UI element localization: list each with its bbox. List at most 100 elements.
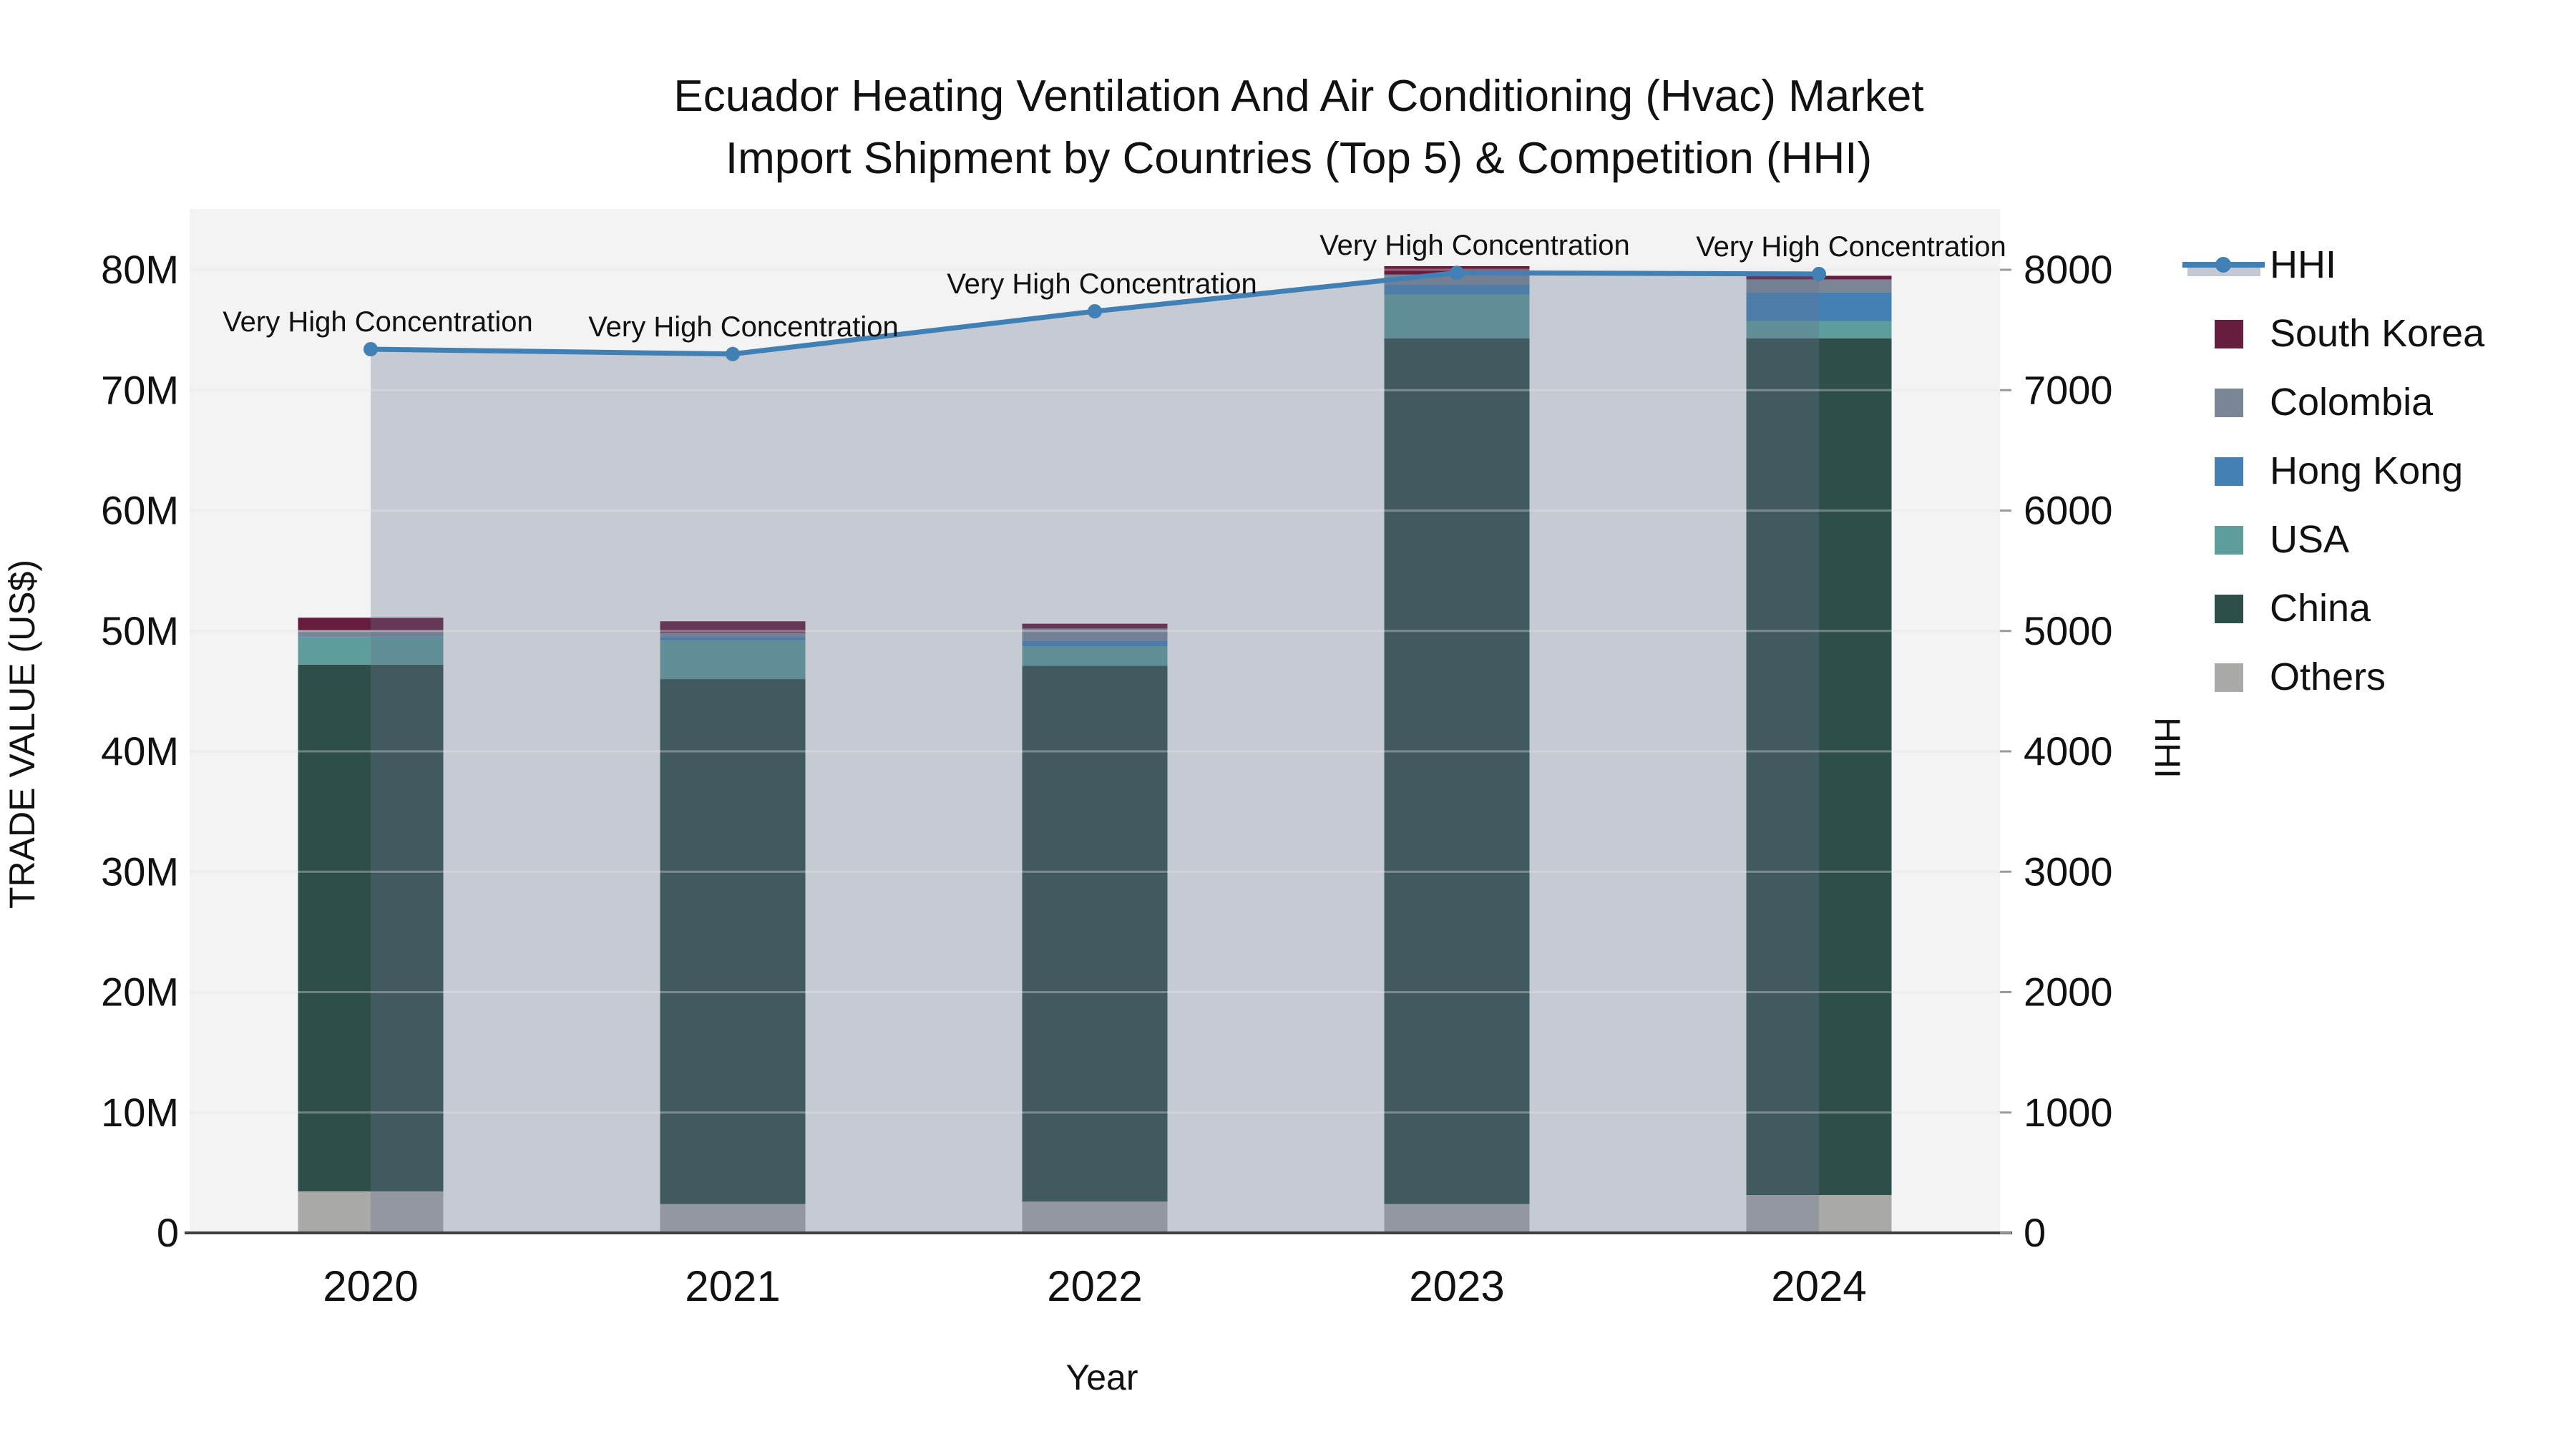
y-left-tick: 70M xyxy=(101,367,179,412)
segment-usa xyxy=(1022,646,1168,666)
y-right-tick: 8000 xyxy=(2024,247,2113,292)
segment-china xyxy=(1022,665,1168,1202)
legend-label: Others xyxy=(2270,655,2386,698)
segment-china xyxy=(298,664,444,1191)
hhi-marker-2024 xyxy=(1812,266,1826,281)
segment-others xyxy=(298,1191,444,1233)
bar-2020 xyxy=(298,618,444,1233)
segment-china xyxy=(1384,338,1530,1204)
segment-others xyxy=(1022,1201,1168,1233)
segment-others xyxy=(660,1204,806,1233)
segment-hong-kong xyxy=(298,636,444,638)
segment-china xyxy=(1746,338,1892,1196)
legend-swatch xyxy=(2215,526,2243,555)
legend-item-south-korea: South Korea xyxy=(2215,312,2485,355)
y-right-axis-title: HHI xyxy=(2147,717,2187,779)
legend-item-china: China xyxy=(2215,587,2371,630)
segment-hong-kong xyxy=(1746,292,1892,321)
chart-title-line2: Import Shipment by Countries (Top 5) & C… xyxy=(726,134,1872,183)
x-tick-2020: 2020 xyxy=(323,1262,418,1310)
hhi-marker-2020 xyxy=(364,342,378,357)
annotation-2023: Very High Concentration xyxy=(1319,230,1630,261)
bar-2023 xyxy=(1384,265,1530,1233)
y-left-tick: 20M xyxy=(101,970,179,1015)
hhi-marker-2022 xyxy=(1088,304,1102,319)
y-left-tick: 40M xyxy=(101,728,179,774)
bar-2021 xyxy=(660,621,806,1233)
hhi-area-fill xyxy=(371,273,1819,1233)
legend-swatch xyxy=(2215,320,2243,348)
right-axis-ticks: 0 1000 2000 3000 4000 5000 6000 7000 8000 xyxy=(2000,247,2113,1255)
hhi-line xyxy=(364,265,1826,361)
segment-hong-kong xyxy=(1022,640,1168,647)
y-left-tick: 10M xyxy=(101,1090,179,1135)
y-right-tick: 4000 xyxy=(2024,728,2113,774)
legend: HHI South Korea Colombia Hong Kong USA China O… xyxy=(2182,243,2485,698)
gridlines-overlay xyxy=(190,268,2000,1114)
segment-hong-kong xyxy=(1384,285,1530,295)
legend-item-colombia: Colombia xyxy=(2215,381,2434,424)
y-left-tick: 50M xyxy=(101,608,179,653)
segment-usa xyxy=(1384,294,1530,338)
hhi-marker-2021 xyxy=(726,346,740,361)
legend-label: Colombia xyxy=(2270,381,2434,424)
x-axis-title: Year xyxy=(1065,1357,1138,1397)
segment-usa xyxy=(298,637,444,665)
y-left-tick: 60M xyxy=(101,488,179,533)
y-right-tick: 3000 xyxy=(2024,849,2113,894)
left-axis-ticks: 0 10M 20M 30M 40M 50M 60M 70M 80M xyxy=(101,247,179,1255)
legend-swatch xyxy=(2215,663,2243,692)
hhi-marker-swatch xyxy=(2215,257,2231,273)
x-tick-2024: 2024 xyxy=(1771,1262,1866,1310)
segment-hong-kong xyxy=(660,637,806,641)
segment-others xyxy=(1384,1204,1530,1233)
legend-label: USA xyxy=(2270,518,2349,561)
x-tick-2022: 2022 xyxy=(1047,1262,1142,1310)
segment-colombia xyxy=(1746,279,1892,293)
segment-china xyxy=(660,679,806,1204)
y-right-tick: 1000 xyxy=(2024,1090,2113,1135)
legend-label: HHI xyxy=(2270,243,2336,286)
segment-usa xyxy=(660,640,806,680)
segment-south-korea xyxy=(660,621,806,633)
y-left-axis-title: TRADE VALUE (US$) xyxy=(2,560,42,909)
annotation-2022: Very High Concentration xyxy=(947,268,1257,300)
y-right-tick: 7000 xyxy=(2024,367,2113,412)
annotation-2020: Very High Concentration xyxy=(223,306,533,338)
bar-2022 xyxy=(1022,623,1168,1233)
legend-item-hong-kong: Hong Kong xyxy=(2215,449,2463,492)
legend-item-hhi: HHI xyxy=(2182,243,2336,286)
annotation-2021: Very High Concentration xyxy=(588,311,899,343)
y-right-tick: 2000 xyxy=(2024,970,2113,1015)
segment-south-korea xyxy=(1022,623,1168,629)
legend-label: Hong Kong xyxy=(2270,449,2463,492)
y-left-tick: 80M xyxy=(101,247,179,292)
segment-south-korea xyxy=(298,618,444,630)
segment-colombia xyxy=(1022,628,1168,641)
legend-swatch xyxy=(2215,389,2243,417)
y-right-tick: 5000 xyxy=(2024,608,2113,653)
y-left-tick: 0 xyxy=(157,1210,179,1255)
x-axis-ticks: 2020 2021 2022 2023 2024 xyxy=(323,1262,1866,1310)
segment-colombia xyxy=(660,633,806,638)
legend-label: China xyxy=(2270,587,2371,630)
bar-2024 xyxy=(1746,275,1892,1233)
y-right-tick: 6000 xyxy=(2024,488,2113,533)
segment-others xyxy=(1746,1195,1892,1233)
segment-usa xyxy=(1746,321,1892,338)
legend-swatch xyxy=(2215,595,2243,623)
legend-label: South Korea xyxy=(2270,312,2485,355)
legend-swatch xyxy=(2215,457,2243,486)
hhi-marker-2023 xyxy=(1450,265,1464,280)
chart-title-line1: Ecuador Heating Ventilation And Air Cond… xyxy=(673,72,1923,121)
y-right-tick: 0 xyxy=(2024,1210,2046,1255)
y-left-tick: 30M xyxy=(101,849,179,894)
annotations: Very High Concentration Very High Concent… xyxy=(223,230,2006,343)
x-tick-2021: 2021 xyxy=(685,1262,780,1310)
legend-item-usa: USA xyxy=(2215,518,2349,561)
segment-colombia xyxy=(298,630,444,637)
annotation-2024: Very High Concentration xyxy=(1696,231,2006,263)
legend-item-others: Others xyxy=(2215,655,2386,698)
